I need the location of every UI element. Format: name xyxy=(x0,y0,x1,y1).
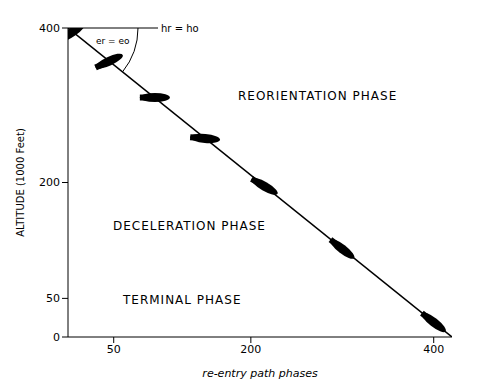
svg-text:hr = ho: hr = ho xyxy=(161,23,199,34)
svg-text:ALTITUDE (1000 Feet): ALTITUDE (1000 Feet) xyxy=(15,128,26,237)
svg-text:re-entry path phases: re-entry path phases xyxy=(202,367,318,380)
svg-text:50: 50 xyxy=(46,292,60,305)
svg-text:TERMINAL PHASE: TERMINAL PHASE xyxy=(122,293,242,307)
svg-text:DECELERATION PHASE: DECELERATION PHASE xyxy=(113,219,266,233)
svg-text:0: 0 xyxy=(53,331,60,344)
svg-text:200: 200 xyxy=(39,176,60,189)
svg-text:200: 200 xyxy=(240,343,261,356)
svg-text:400: 400 xyxy=(39,22,60,35)
svg-text:50: 50 xyxy=(107,343,121,356)
svg-text:400: 400 xyxy=(423,343,444,356)
svg-text:REORIENTATION PHASE: REORIENTATION PHASE xyxy=(238,89,397,103)
svg-text:er = eo: er = eo xyxy=(96,36,130,46)
